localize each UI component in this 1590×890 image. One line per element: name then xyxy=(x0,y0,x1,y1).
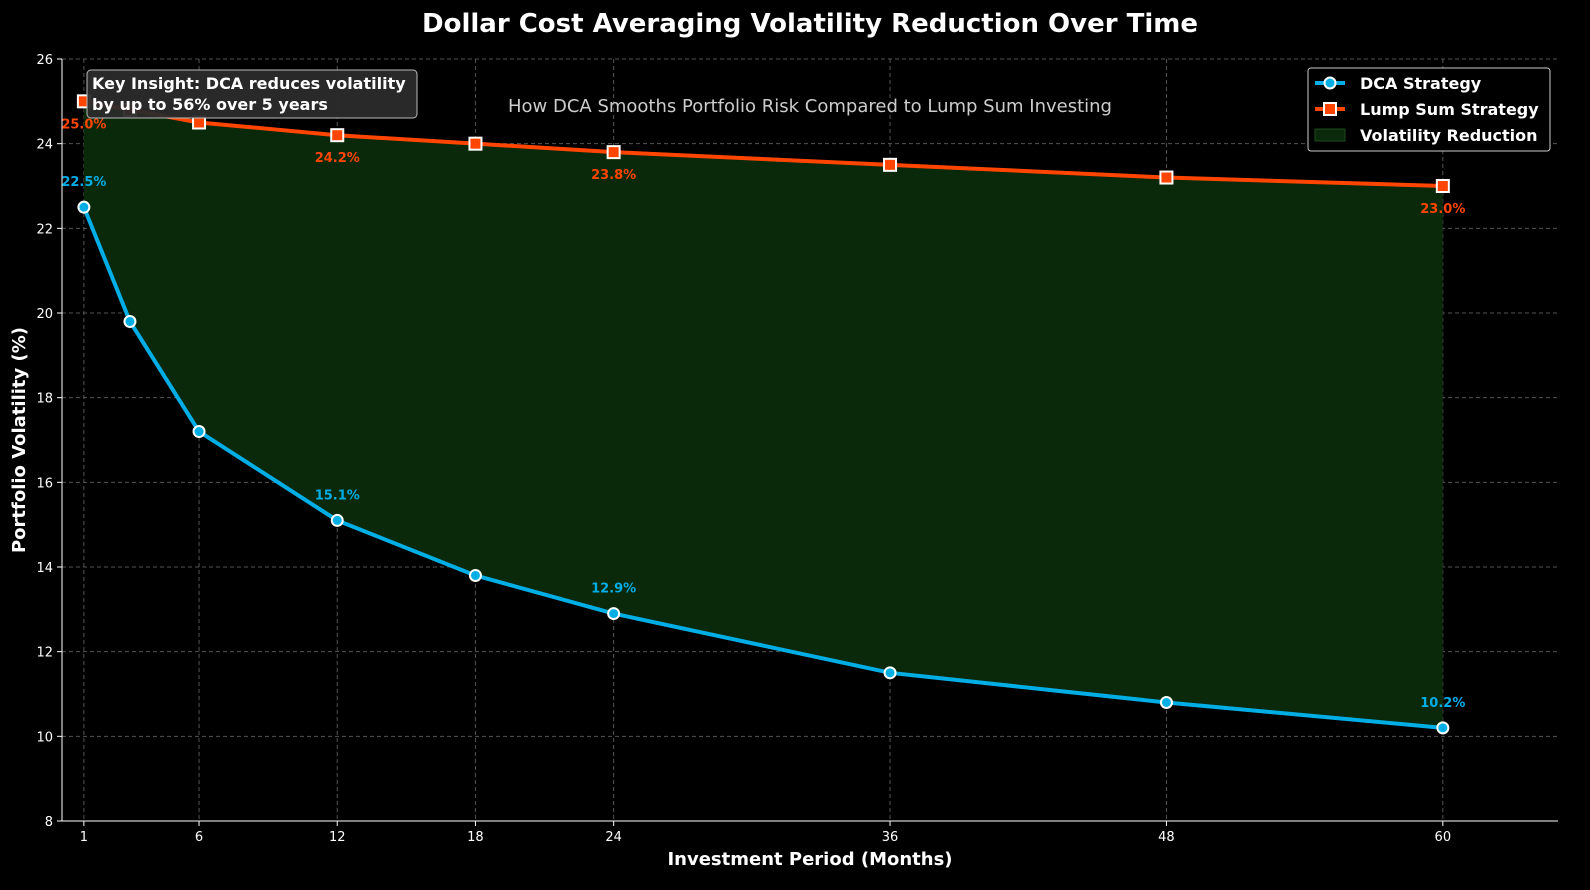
x-tick-label: 60 xyxy=(1435,830,1452,845)
y-tick-label: 16 xyxy=(36,476,53,491)
volatility-reduction-fill xyxy=(83,101,1443,728)
legend-label: Volatility Reduction xyxy=(1360,126,1538,145)
data-label: 23.0% xyxy=(1420,202,1465,217)
data-point xyxy=(883,157,898,172)
x-tick-label: 18 xyxy=(467,830,484,845)
y-tick-label: 12 xyxy=(36,646,53,661)
data-label: 15.1% xyxy=(315,488,360,503)
annotation-line-1: Key Insight: DCA reduces volatility xyxy=(92,74,406,93)
legend-box xyxy=(1307,67,1551,152)
x-tick-label: 1 xyxy=(80,830,88,845)
y-axis-label: Portfolio Volatility (%) xyxy=(9,327,30,553)
chart-title: Dollar Cost Averaging Volatility Reducti… xyxy=(422,9,1198,39)
data-point xyxy=(77,200,91,214)
data-point xyxy=(883,666,897,680)
y-tick-label: 14 xyxy=(36,561,53,576)
x-tick-label: 48 xyxy=(1158,830,1175,845)
y-tick-label: 8 xyxy=(45,815,53,830)
x-tick-label: 24 xyxy=(605,830,622,845)
data-point xyxy=(606,145,621,160)
data-point xyxy=(1159,695,1173,709)
legend-item: Volatility Reduction xyxy=(1314,126,1538,145)
data-label: 25.0% xyxy=(61,117,106,132)
y-tick-label: 10 xyxy=(36,730,53,745)
x-axis-label: Investment Period (Months) xyxy=(667,849,952,870)
data-point xyxy=(123,314,137,328)
data-point xyxy=(330,513,344,527)
data-point xyxy=(468,136,483,151)
series: 22.5% 15.1% 12.9% 10.2% 25.0% 24.2% 23.8% 23.0% xyxy=(61,94,1465,735)
y-tick-label: 20 xyxy=(36,307,53,322)
legend-label: Lump Sum Strategy xyxy=(1360,100,1539,119)
x-tick-label: 12 xyxy=(329,830,346,845)
series-dca: 22.5% 15.1% 12.9% 10.2% xyxy=(61,175,1465,735)
data-point xyxy=(468,568,482,582)
chart-subtitle: How DCA Smooths Portfolio Risk Compared … xyxy=(508,96,1112,117)
legend-item: DCA Strategy xyxy=(1315,74,1482,93)
x-tick-label: 36 xyxy=(882,830,899,845)
y-tick-label: 18 xyxy=(36,392,53,407)
y-tick-label: 26 xyxy=(36,53,53,68)
y-tick-label: 24 xyxy=(36,138,53,153)
x-tick-label: 6 xyxy=(195,830,203,845)
data-label: 12.9% xyxy=(591,582,636,597)
data-point xyxy=(1159,170,1174,185)
data-label: 22.5% xyxy=(61,175,106,190)
data-point xyxy=(1435,179,1450,193)
data-point xyxy=(330,128,345,143)
data-label: 23.8% xyxy=(591,168,636,183)
data-label: 10.2% xyxy=(1420,696,1465,711)
y-tick-label: 22 xyxy=(36,222,53,237)
legend-label: DCA Strategy xyxy=(1360,74,1482,93)
data-label: 24.2% xyxy=(315,151,360,166)
data-point xyxy=(607,607,621,621)
legend-item: Lump Sum Strategy xyxy=(1315,100,1539,119)
annotation-box: Key Insight: DCA reduces volatility by u… xyxy=(86,69,418,119)
data-point xyxy=(1436,721,1450,735)
data-point xyxy=(192,425,206,439)
annotation-line-2: by up to 56% over 5 years xyxy=(92,95,328,114)
legend: DCA Strategy Lump Sum Strategy Volatility … xyxy=(1307,67,1551,152)
